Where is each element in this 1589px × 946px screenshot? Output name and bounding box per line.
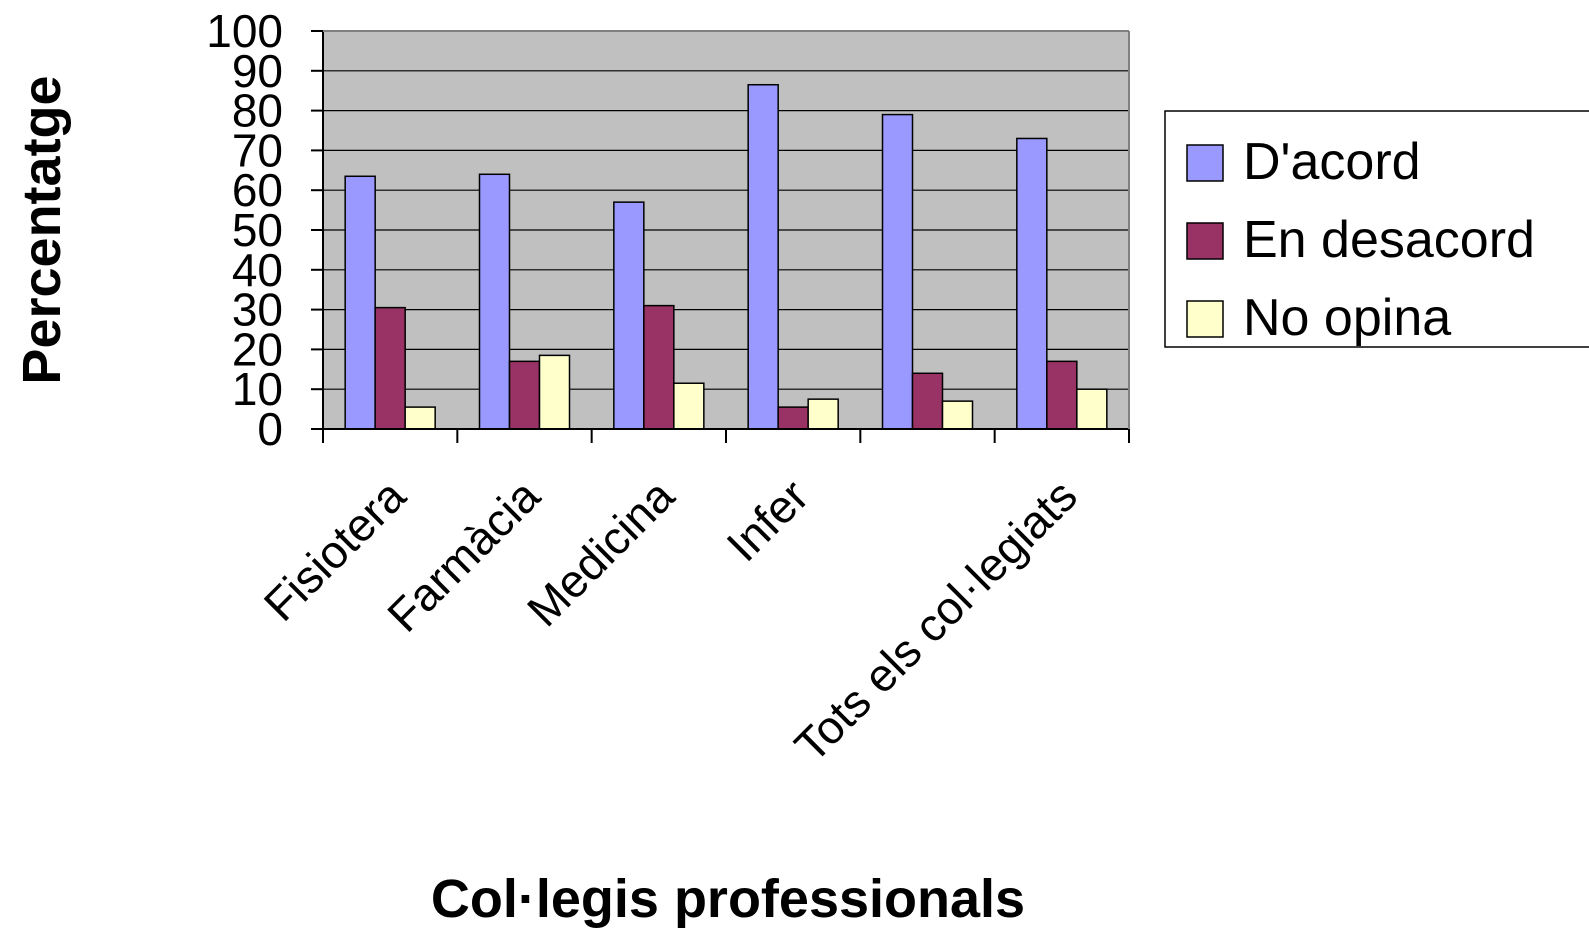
legend-swatch (1186, 222, 1224, 260)
bar (807, 398, 839, 430)
bar (613, 201, 645, 430)
legend-label: D'acord (1243, 133, 1421, 191)
bar (1046, 360, 1078, 430)
y-tick-label: 40 (232, 244, 283, 296)
bar (508, 360, 541, 430)
bar (1076, 388, 1108, 430)
y-tick-label: 100 (206, 5, 283, 57)
y-tick-label: 50 (232, 204, 283, 256)
bar (777, 406, 809, 430)
y-tick-label: 0 (257, 403, 283, 455)
bar (643, 304, 675, 430)
y-tick-label: 60 (232, 164, 283, 216)
bar (911, 372, 944, 430)
legend-swatch (1186, 144, 1224, 182)
legend-swatch (1186, 300, 1224, 338)
y-tick-label: 30 (232, 284, 283, 336)
bar (478, 173, 511, 430)
bar (538, 354, 571, 430)
legend-box (1164, 110, 1589, 348)
bar (941, 400, 974, 430)
y-tick-label: 70 (232, 124, 283, 176)
legend-label: No opina (1243, 289, 1451, 347)
y-tick-label: 90 (232, 45, 283, 97)
axes (311, 30, 1130, 443)
bars (344, 83, 1108, 430)
bar (404, 406, 436, 430)
y-tick-label: 20 (232, 323, 283, 375)
x-category-label: Medicina (517, 469, 684, 636)
bar (1016, 137, 1048, 430)
legend: D'acord En desacord No opina (1164, 110, 1589, 348)
bar (374, 306, 406, 430)
y-axis-title: Percentatge (12, 75, 72, 384)
bar (673, 382, 705, 430)
y-tick-label: 10 (232, 363, 283, 415)
legend-label: En desacord (1243, 211, 1535, 269)
x-category-label: Infer (716, 469, 818, 571)
x-category-label: Tots els col·legiats (784, 469, 1087, 772)
bar (881, 113, 914, 430)
bar (344, 175, 376, 430)
y-tick-label: 80 (232, 85, 283, 137)
x-axis-title: Col·legis professionals (431, 869, 1025, 929)
bar (747, 83, 779, 430)
